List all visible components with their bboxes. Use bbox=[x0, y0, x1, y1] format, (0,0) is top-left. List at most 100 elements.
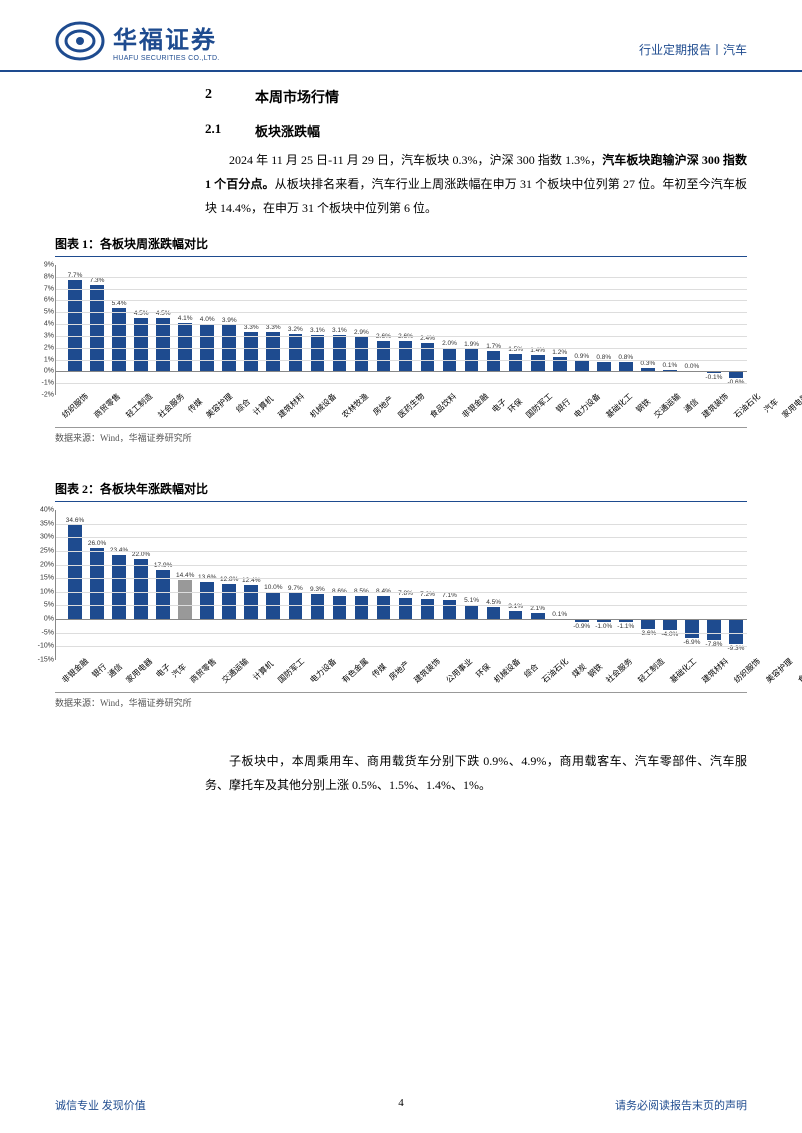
bar bbox=[355, 596, 369, 619]
bar bbox=[244, 332, 258, 371]
bar-value-label: 7.3% bbox=[90, 277, 105, 284]
page-number: 4 bbox=[398, 1097, 404, 1109]
bar-value-label: 1.5% bbox=[508, 346, 523, 353]
page-header: 华福证券 HUAFU SECURITIES CO.,LTD. 行业定期报告丨汽车 bbox=[0, 0, 802, 72]
bar-value-label: -1.0% bbox=[595, 623, 612, 630]
bar bbox=[443, 600, 457, 619]
subsection-number: 2.1 bbox=[205, 121, 255, 140]
company-name-en: HUAFU SECURITIES CO.,LTD. bbox=[113, 55, 220, 62]
section-number: 2 bbox=[205, 87, 255, 107]
bar-column: 3.3% bbox=[262, 265, 284, 395]
report-category: 行业定期报告丨汽车 bbox=[639, 41, 747, 62]
bar-column: 1.4% bbox=[527, 265, 549, 395]
bar-column: 7.2% bbox=[417, 510, 439, 660]
bar-value-label: 3.1% bbox=[332, 327, 347, 334]
bar-column: 2.9% bbox=[350, 265, 372, 395]
bar-column: -4.0% bbox=[659, 510, 681, 660]
bar-column: 0.1% bbox=[549, 510, 571, 660]
bar bbox=[399, 598, 413, 619]
bar bbox=[399, 341, 413, 372]
bar-column: 4.5% bbox=[130, 265, 152, 395]
bar-column: 4.5% bbox=[483, 510, 505, 660]
bar-column: 7.7% bbox=[64, 265, 86, 395]
bar-value-label: 0.1% bbox=[662, 362, 677, 369]
bar bbox=[333, 335, 347, 372]
bar-column: -0.6% bbox=[725, 265, 747, 395]
bar bbox=[222, 584, 236, 619]
bar-value-label: 0.1% bbox=[552, 611, 567, 618]
bar-column: 2.6% bbox=[372, 265, 394, 395]
bar-column: 3.9% bbox=[218, 265, 240, 395]
bar-value-label: -1.1% bbox=[617, 623, 634, 630]
chart2-source: 数据来源：Wind，华福证券研究所 bbox=[55, 692, 747, 709]
bar-column: 3.3% bbox=[240, 265, 262, 395]
bar-column: -1.1% bbox=[615, 510, 637, 660]
bar-column: -0.1% bbox=[703, 265, 725, 395]
bar bbox=[619, 362, 633, 371]
bar-column: 3.2% bbox=[284, 265, 306, 395]
bar bbox=[90, 548, 104, 619]
bar-column: 0.3% bbox=[637, 265, 659, 395]
bar bbox=[707, 619, 721, 640]
bar bbox=[355, 337, 369, 371]
bar-value-label: 22.0% bbox=[132, 551, 150, 558]
bar-column: 14.4% bbox=[174, 510, 196, 660]
bar-column: 12.4% bbox=[240, 510, 262, 660]
bar-column: 0.0% bbox=[681, 265, 703, 395]
bar-value-label: 4.0% bbox=[200, 316, 215, 323]
bar-value-label: 4.1% bbox=[178, 315, 193, 322]
paragraph-2: 子板块中，本周乘用车、商用载货车分别下跌 0.9%、4.9%，商用载客车、汽车零… bbox=[55, 749, 747, 797]
bar-column: 1.2% bbox=[549, 265, 571, 395]
chart2: -15%-10%-5%0%5%10%15%20%25%30%35%40% 34.… bbox=[55, 510, 747, 690]
bar-column: -7.8% bbox=[703, 510, 725, 660]
bar-column: 8.4% bbox=[372, 510, 394, 660]
section-title: 本周市场行情 bbox=[255, 87, 339, 107]
bar-column: 4.5% bbox=[152, 265, 174, 395]
bar-column: 0.8% bbox=[593, 265, 615, 395]
bar-column: -9.3% bbox=[725, 510, 747, 660]
bar bbox=[465, 605, 479, 619]
bar-value-label: -0.9% bbox=[573, 623, 590, 630]
bar-column: 3.1% bbox=[505, 510, 527, 660]
bar-value-label: 1.2% bbox=[552, 349, 567, 356]
para1-text-c: 从板块排名来看，汽车行业上周涨跌幅在申万 31 个板块中位列第 27 位。年初至… bbox=[205, 177, 747, 215]
bar bbox=[90, 285, 104, 371]
bar-column: 13.6% bbox=[196, 510, 218, 660]
bar-column: 2.6% bbox=[394, 265, 416, 395]
bar-value-label: 3.1% bbox=[310, 327, 325, 334]
bar-column: 8.5% bbox=[350, 510, 372, 660]
bar bbox=[597, 362, 611, 371]
bar-value-label: 2.0% bbox=[442, 340, 457, 347]
bar-column: 5.4% bbox=[108, 265, 130, 395]
bar-value-label: 3.2% bbox=[288, 326, 303, 333]
bar-column: 22.0% bbox=[130, 510, 152, 660]
bar bbox=[112, 308, 126, 372]
bar-column: -0.9% bbox=[571, 510, 593, 660]
bar bbox=[244, 585, 258, 619]
bar bbox=[531, 355, 545, 372]
bar bbox=[333, 596, 347, 619]
bar-column: 2.4% bbox=[417, 265, 439, 395]
bar-column: 17.9% bbox=[152, 510, 174, 660]
bar bbox=[266, 332, 280, 371]
footer-disclaimer: 请务必阅读报告末页的声明 bbox=[615, 1097, 747, 1113]
bar bbox=[421, 599, 435, 619]
bar-column: 9.7% bbox=[284, 510, 306, 660]
bar-value-label: 3.3% bbox=[244, 324, 259, 331]
bar bbox=[200, 582, 214, 619]
bar bbox=[575, 361, 589, 372]
bar-column: 10.0% bbox=[262, 510, 284, 660]
bar-column: 7.8% bbox=[394, 510, 416, 660]
bar-column: 12.8% bbox=[218, 510, 240, 660]
bar bbox=[663, 619, 677, 630]
para1-text-a: 2024 年 11 月 25 日-11 月 29 日，汽车板块 0.3%，沪深 … bbox=[229, 153, 602, 167]
bar bbox=[487, 607, 501, 619]
bar bbox=[729, 371, 743, 378]
bar-column: 7.3% bbox=[86, 265, 108, 395]
chart2-title: 图表 2：各板块年涨跌幅对比 bbox=[55, 480, 747, 502]
company-name-cn: 华福证券 bbox=[113, 20, 220, 55]
bar-value-label: 3.3% bbox=[266, 324, 281, 331]
bar-column: 1.9% bbox=[461, 265, 483, 395]
bar-column: 4.1% bbox=[174, 265, 196, 395]
footer-left: 诚信专业 发现价值 bbox=[55, 1097, 146, 1113]
